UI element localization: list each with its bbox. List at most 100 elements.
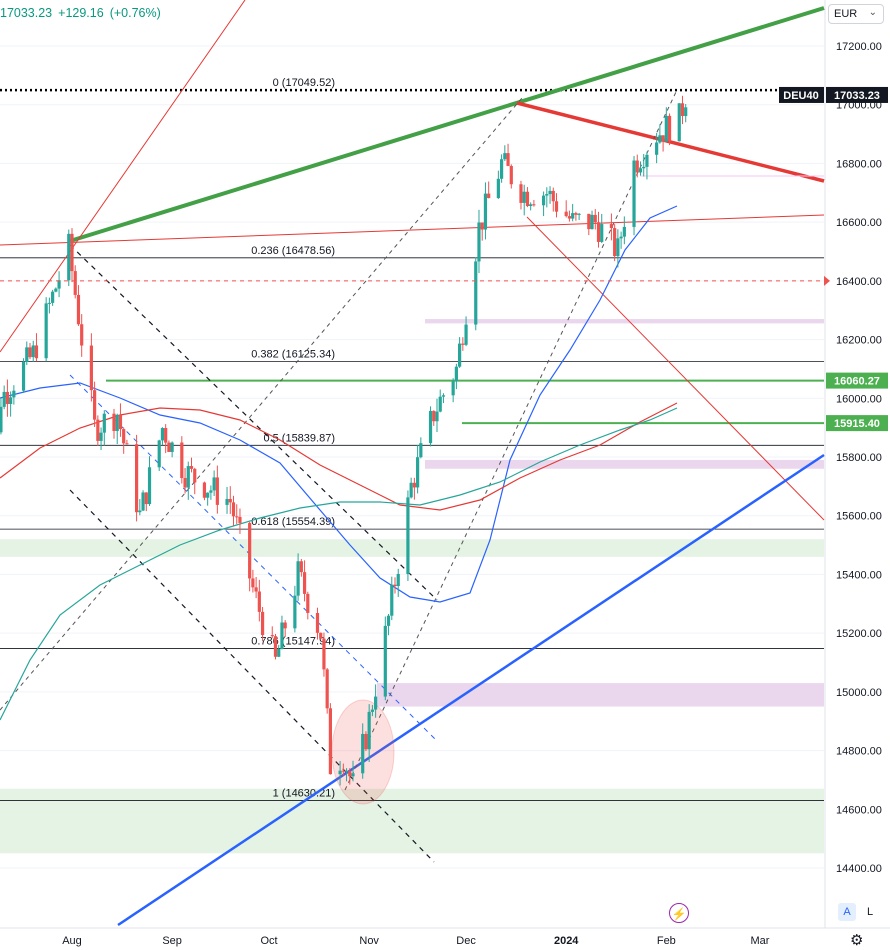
x-tick-label: 2024 bbox=[554, 935, 579, 947]
candle-body bbox=[251, 578, 255, 588]
candle-body bbox=[396, 573, 400, 587]
candle-body bbox=[487, 193, 491, 199]
candle-body bbox=[684, 107, 688, 117]
candle-body bbox=[248, 522, 252, 579]
x-tick-label: Feb bbox=[657, 935, 676, 947]
candle-body bbox=[664, 115, 668, 142]
candle-body bbox=[57, 280, 61, 289]
trend-lines[interactable] bbox=[0, 0, 825, 927]
candle-body bbox=[70, 233, 74, 272]
candle-body bbox=[325, 669, 329, 709]
level-tag-label: 16060.27 bbox=[834, 376, 880, 388]
candle-body bbox=[532, 204, 536, 206]
y-tick-label: 16600.00 bbox=[836, 217, 882, 229]
candle-body bbox=[34, 345, 39, 359]
candle-body bbox=[144, 492, 148, 505]
level-tag-label: 15915.40 bbox=[834, 418, 880, 430]
candlesticks bbox=[0, 95, 688, 786]
zone bbox=[0, 788, 824, 854]
candle-body bbox=[315, 612, 320, 633]
green-trendline bbox=[69, 6, 825, 243]
x-tick-label: Mar bbox=[751, 935, 770, 947]
candle-body bbox=[571, 213, 575, 219]
y-tick-label: 15000.00 bbox=[836, 687, 882, 699]
x-tick-label: Nov bbox=[359, 935, 379, 947]
gear-icon[interactable]: ⚙ bbox=[850, 932, 864, 949]
candle-body bbox=[587, 213, 591, 230]
candle-body bbox=[632, 160, 636, 227]
candle-body bbox=[412, 482, 416, 488]
candle-body bbox=[370, 709, 374, 712]
y-tick-label: 16400.00 bbox=[836, 276, 882, 288]
level-lines[interactable]: 16060.27 15915.40 bbox=[106, 372, 888, 432]
price-change: +129.16 bbox=[58, 6, 104, 20]
candle-body bbox=[296, 561, 300, 596]
dashed-diagonal bbox=[344, 91, 677, 791]
candle-body bbox=[432, 410, 436, 422]
candle-body bbox=[548, 190, 552, 195]
candle-body bbox=[28, 347, 32, 358]
candle-body bbox=[125, 443, 129, 445]
candle-body bbox=[364, 733, 368, 750]
candle-body bbox=[25, 347, 29, 362]
candle-body bbox=[638, 168, 643, 173]
y-tick-label: 14600.00 bbox=[836, 804, 882, 816]
candle-body bbox=[160, 428, 165, 441]
candle-body bbox=[348, 771, 352, 777]
candle-body bbox=[189, 466, 194, 469]
candle-body bbox=[519, 184, 523, 203]
candle-body bbox=[451, 381, 455, 396]
candle-body bbox=[383, 625, 387, 697]
candle-body bbox=[76, 294, 81, 325]
candle-body bbox=[209, 490, 213, 493]
auto-scale-button[interactable]: A bbox=[838, 903, 856, 921]
x-tick-label: Oct bbox=[260, 935, 277, 947]
candle-body bbox=[89, 345, 93, 391]
red-steep-line bbox=[0, 0, 246, 353]
red-support-line bbox=[0, 214, 825, 246]
time-axis[interactable]: Aug Sep Oct Nov Dec 2024 Feb Mar bbox=[0, 927, 890, 947]
candle-body bbox=[525, 191, 530, 207]
candle-body bbox=[44, 303, 48, 359]
symbol-label: DEU40 bbox=[783, 90, 818, 102]
candle-body bbox=[441, 395, 446, 397]
candle-body bbox=[135, 444, 139, 513]
currency-select[interactable]: EUR ⌄ bbox=[828, 4, 884, 24]
price-axis[interactable]: 17200.0017000.0016800.0016600.0016400.00… bbox=[0, 0, 888, 928]
candle-body bbox=[361, 733, 365, 774]
candle-body bbox=[319, 632, 323, 639]
red-descending-line bbox=[526, 216, 825, 521]
y-tick-label: 16000.00 bbox=[836, 393, 882, 405]
candle-body bbox=[609, 224, 614, 229]
candle-body bbox=[428, 410, 433, 444]
candle-body bbox=[522, 191, 526, 203]
candle-body bbox=[344, 771, 349, 773]
candle-body bbox=[642, 166, 646, 169]
candle-body bbox=[231, 502, 236, 517]
candle-body bbox=[283, 622, 287, 629]
candle-body bbox=[102, 413, 106, 433]
candle-body bbox=[351, 773, 355, 777]
candle-body bbox=[206, 492, 210, 498]
candle-body bbox=[54, 288, 58, 292]
candle-body bbox=[600, 224, 604, 242]
candle-body bbox=[474, 261, 478, 325]
candle-body bbox=[551, 190, 555, 202]
candle-body bbox=[299, 561, 303, 573]
y-tick-label: 14800.00 bbox=[836, 746, 882, 758]
fib-level-label: 1 (14630.21) bbox=[273, 787, 335, 799]
blue-trendline bbox=[117, 453, 825, 927]
candle-body bbox=[645, 154, 649, 167]
flash-icon[interactable]: ⚡ bbox=[669, 903, 689, 923]
y-tick-label: 16800.00 bbox=[836, 158, 882, 170]
level-tag bbox=[826, 415, 888, 432]
candle-body bbox=[202, 482, 207, 498]
candle-body bbox=[454, 366, 458, 382]
log-scale-button[interactable]: L bbox=[861, 903, 879, 921]
candle-body bbox=[577, 213, 581, 215]
candle-body bbox=[47, 302, 51, 304]
fibonacci-retracement[interactable]: 0 (17049.52) 0.236 (16478.56) 0.382 (16125… bbox=[0, 77, 824, 801]
candle-body bbox=[141, 492, 145, 511]
candle-body bbox=[167, 442, 171, 452]
